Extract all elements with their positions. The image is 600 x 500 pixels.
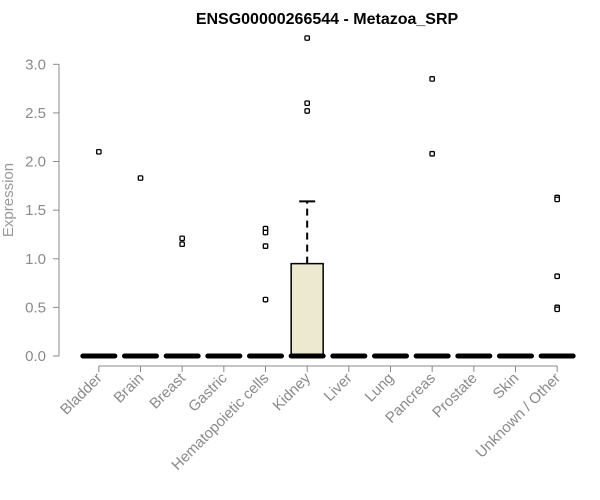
box-body — [290, 262, 324, 357]
x-tick-label: Skin — [490, 370, 523, 403]
boxes-group — [80, 35, 576, 359]
outlier-point — [179, 241, 186, 248]
y-tick-label: 1.0 — [25, 251, 46, 268]
x-tick-label: Lung — [362, 370, 398, 406]
outlier-point — [554, 306, 561, 313]
y-tick-label: 2.0 — [25, 154, 46, 171]
outlier-point — [262, 296, 269, 303]
box-hematopoietic-cells — [247, 225, 284, 359]
x-tick-label: Brain — [111, 370, 148, 407]
x-tick-label: Prostate — [429, 370, 481, 422]
outlier-point — [262, 243, 269, 249]
y-tick-label: 3.0 — [25, 56, 46, 73]
box-brain — [122, 175, 159, 359]
box-kidney — [288, 35, 326, 359]
x-tick-label: Breast — [146, 369, 189, 412]
outlier-point — [429, 150, 436, 157]
outlier-point — [554, 196, 561, 203]
y-axis: 0.0 0.5 1.0 1.5 2.0 2.5 3.0 — [25, 56, 60, 365]
x-tick-label: Kidney — [270, 369, 315, 414]
outlier-point — [304, 108, 311, 114]
outlier-point — [554, 273, 561, 280]
box-breast — [163, 235, 201, 359]
box-unknown-other — [538, 194, 576, 359]
chart-title: ENSG00000266544 - Metazoa_SRP — [196, 11, 459, 28]
x-tick-label: Bladder — [57, 370, 106, 419]
outlier-point — [95, 148, 102, 155]
outlier-point — [262, 229, 269, 236]
y-tick-label: 1.5 — [25, 202, 46, 219]
y-tick-label: 2.5 — [25, 105, 46, 122]
box-bladder — [80, 148, 118, 359]
outlier-point — [179, 235, 186, 242]
y-tick-label: 0.5 — [25, 299, 46, 316]
outlier-point — [304, 100, 311, 107]
outlier-point — [429, 76, 436, 82]
x-tick-label: Liver — [321, 370, 356, 405]
y-axis-label: Expression — [0, 163, 17, 237]
outlier-point — [304, 35, 311, 41]
y-tick-label: 0.0 — [25, 348, 46, 365]
box-pancreas — [413, 76, 451, 359]
outlier-point — [137, 175, 144, 181]
